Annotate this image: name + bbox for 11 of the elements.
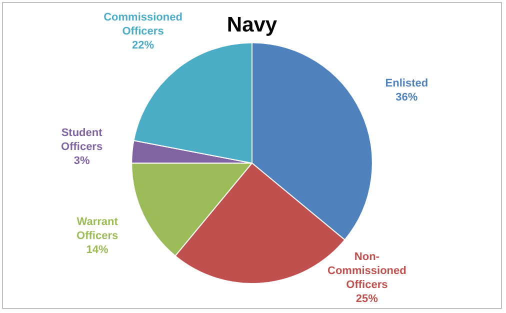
data-label: 22% — [132, 39, 154, 52]
slice-label: Non-Commissioned Officers — [328, 251, 406, 292]
data-label: 25% — [356, 293, 378, 306]
slice-label: Student Officers — [61, 127, 103, 154]
data-label: 3% — [74, 155, 90, 168]
slice-label: Warrant Officers — [76, 216, 118, 242]
slice-label: Enlisted — [385, 77, 428, 90]
data-label: 36% — [396, 91, 418, 104]
data-label: 14% — [86, 244, 109, 256]
slice-label: Commissioned Officers — [104, 11, 182, 38]
chart-title: Navy — [226, 13, 278, 36]
